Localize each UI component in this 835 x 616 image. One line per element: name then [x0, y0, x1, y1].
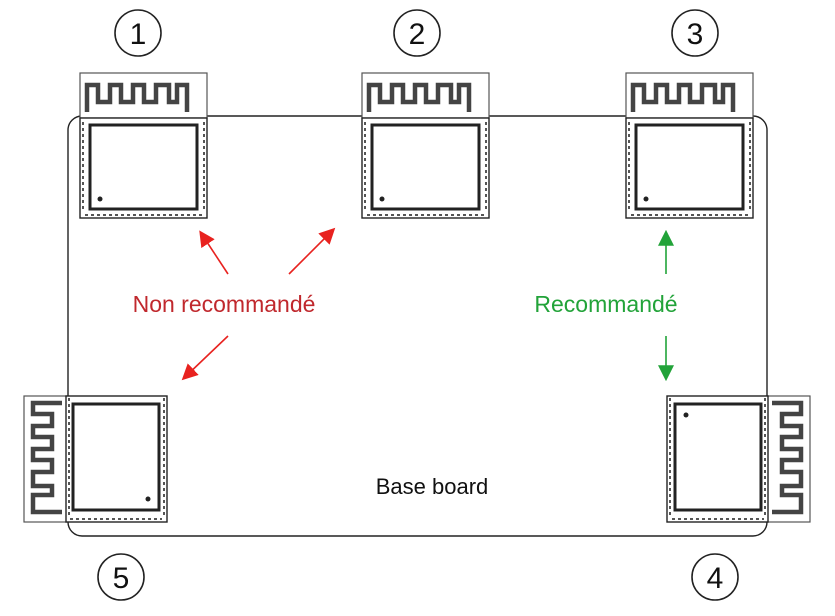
base-board-label: Base board — [376, 474, 489, 499]
position-number-4: 4 — [707, 562, 724, 595]
position-number-2: 2 — [409, 18, 426, 51]
position-marker-1: 1 — [115, 10, 161, 56]
not-recommended-arrow-to-1 — [201, 233, 228, 274]
module-position-5 — [24, 396, 167, 522]
recommended-label: Recommandé — [534, 291, 677, 317]
not-recommended-arrow-to-2 — [289, 230, 333, 274]
position-number-5: 5 — [113, 562, 130, 595]
not-recommended-arrow-to-5 — [184, 336, 228, 378]
position-number-3: 3 — [687, 18, 704, 51]
position-marker-2: 2 — [394, 10, 440, 56]
position-marker-4: 4 — [692, 554, 738, 600]
module-position-2 — [362, 73, 489, 218]
module-position-1 — [80, 73, 207, 218]
position-marker-3: 3 — [672, 10, 718, 56]
module-position-4 — [667, 396, 810, 522]
position-marker-5: 5 — [98, 554, 144, 600]
not-recommended-label: Non recommandé — [133, 291, 316, 317]
position-number-1: 1 — [130, 18, 147, 51]
module-position-3 — [626, 73, 753, 218]
